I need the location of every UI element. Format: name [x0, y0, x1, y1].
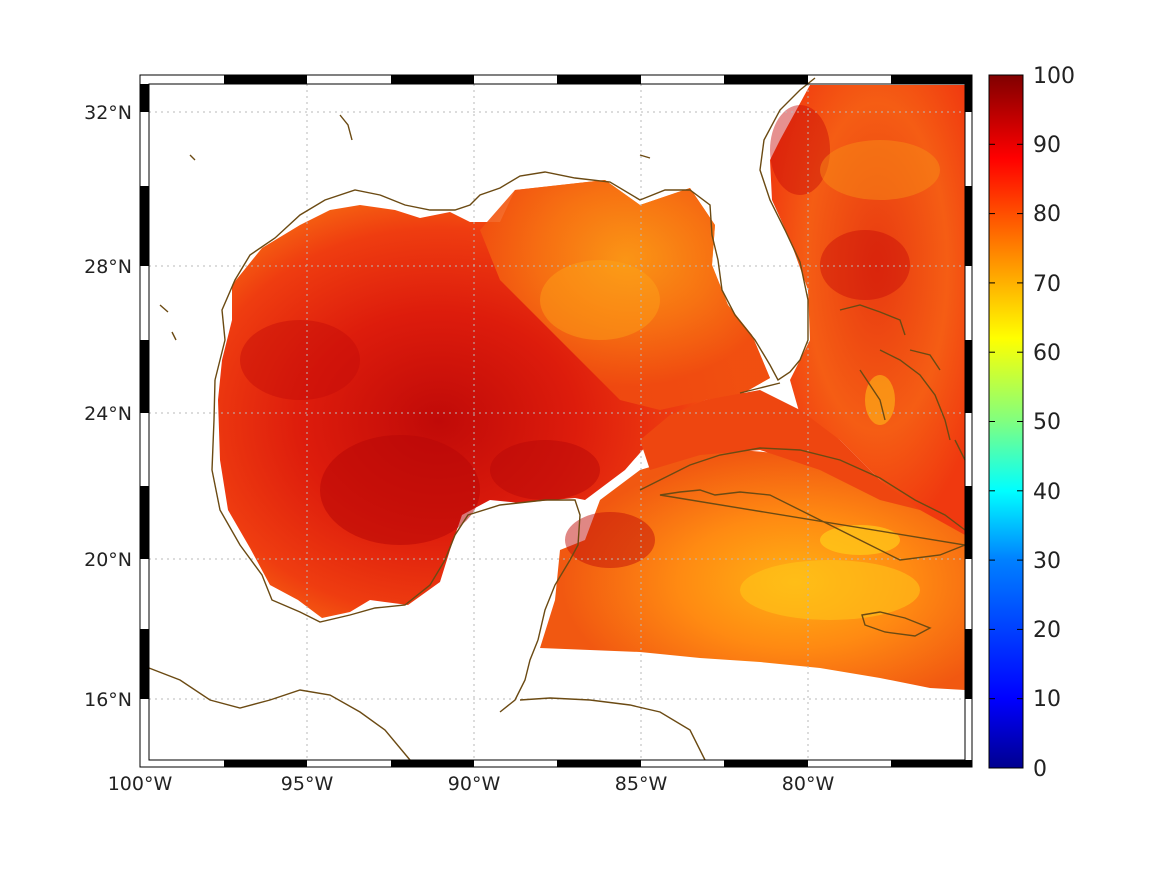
x-tick-label: 100°W	[108, 773, 173, 795]
cuba-coastline	[639, 447, 968, 561]
colorbar-tick-label: 30	[1033, 549, 1061, 574]
y-tick-label: 24°N	[84, 403, 132, 425]
jamaica-coastline	[861, 611, 932, 637]
coastlines	[148, 77, 968, 761]
colorbar-tick-label: 70	[1033, 272, 1061, 297]
x-tick-label: 85°W	[615, 773, 668, 795]
y-tick-label: 32°N	[84, 102, 132, 124]
hot-spot-5	[820, 230, 910, 300]
data-field	[218, 85, 965, 690]
warm-patch-3	[540, 260, 660, 340]
florida-keys	[739, 382, 781, 394]
colorbar-tick-label: 20	[1033, 618, 1061, 643]
gulf-east-field	[480, 180, 770, 410]
straits-field	[640, 390, 920, 510]
colorbar-tick-label: 80	[1033, 202, 1061, 227]
bahamas-coastline	[839, 304, 966, 461]
x-tick-label: 90°W	[448, 773, 501, 795]
small-islands	[159, 114, 651, 341]
us-gulf-coastline	[211, 379, 581, 641]
colorbar-tick-label: 50	[1033, 410, 1061, 435]
y-tick-label: 28°N	[84, 256, 132, 278]
hot-spot-3	[490, 440, 600, 500]
y-tick-label: 20°N	[84, 549, 132, 571]
y-tick-label: 16°N	[84, 689, 132, 711]
colorbar-tick-label: 90	[1033, 133, 1061, 158]
x-tick-label: 95°W	[281, 773, 334, 795]
colorbar-tick-label: 10	[1033, 687, 1061, 712]
hot-spot-1	[320, 435, 480, 545]
colorbar: 100 90 80 70 60 50 40 30 20 10 0	[988, 64, 1075, 782]
x-axis-labels: 100°W 95°W 90°W 85°W 80°W	[108, 773, 835, 795]
texas-louisiana-coast	[214, 77, 816, 382]
map-frame	[139, 74, 973, 768]
warm-patch-4	[820, 140, 940, 200]
x-tick-label: 80°W	[782, 773, 835, 795]
warm-patch-1	[740, 560, 920, 620]
hot-spot-6	[770, 105, 830, 195]
hot-spot-4	[565, 512, 655, 568]
colorbar-tick-label: 40	[1033, 480, 1061, 505]
y-axis-labels: 32°N 28°N 24°N 20°N 16°N	[84, 102, 132, 711]
hot-spot-2	[240, 320, 360, 400]
colorbar-tick-label: 0	[1033, 757, 1047, 782]
colorbar-tick-label: 100	[1033, 64, 1075, 89]
colorbar-tick-label: 60	[1033, 341, 1061, 366]
caribbean-field	[540, 450, 965, 690]
central-america-coastline	[148, 639, 706, 761]
